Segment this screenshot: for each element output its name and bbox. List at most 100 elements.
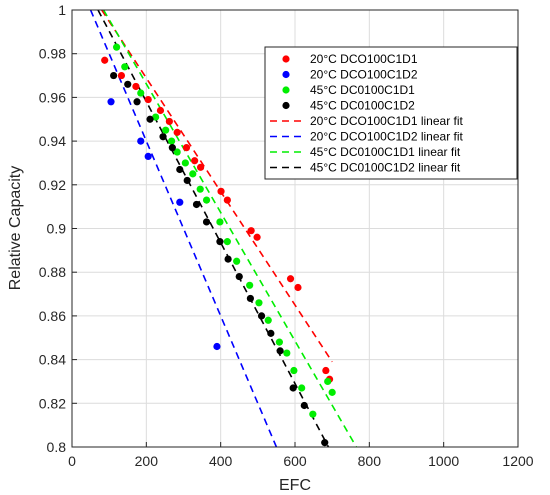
data-point [191, 157, 199, 165]
y-tick-label: 0.96 [39, 89, 66, 105]
legend-box [264, 46, 518, 180]
y-tick-label: 0.8 [47, 439, 67, 455]
data-point [182, 144, 191, 152]
data-point [176, 198, 184, 206]
data-point [322, 366, 330, 375]
legend-label: 45°C DC0100C1D1 linear fit [310, 145, 461, 159]
series-3 [113, 43, 336, 418]
data-point [173, 128, 181, 136]
legend-marker [282, 70, 290, 79]
data-point [192, 200, 201, 209]
data-point [233, 257, 241, 265]
data-point [121, 63, 129, 71]
y-tick-label: 0.84 [39, 352, 66, 368]
series-4 [110, 71, 329, 447]
y-tick-label: 0.88 [39, 264, 66, 280]
legend-label: 20°C DCO100C1D1 linear fit [310, 114, 464, 128]
data-point [176, 165, 184, 174]
data-point [223, 238, 231, 246]
data-point [255, 299, 263, 307]
legend-marker [282, 86, 290, 94]
y-tick-label: 0.92 [39, 177, 66, 193]
y-tick-label: 0.9 [47, 221, 67, 237]
data-point [321, 439, 329, 447]
data-point [152, 113, 160, 121]
legend-label: 20°C DCO100C1D2 linear fit [310, 130, 464, 144]
fit-line-1 [101, 9, 333, 363]
data-point [173, 148, 181, 156]
data-point [113, 43, 121, 51]
y-tick-label: 0.94 [39, 133, 66, 149]
data-point [235, 272, 243, 281]
data-point [146, 115, 154, 123]
legend-label: 20°C DCO100C1D2 [310, 68, 418, 82]
fit-line-3 [102, 9, 358, 448]
data-point [328, 388, 336, 396]
data-point [286, 275, 295, 283]
data-point [189, 170, 197, 178]
legend-marker [282, 55, 290, 63]
data-point [283, 349, 291, 357]
y-tick-label: 0.82 [39, 395, 66, 411]
y-tick-label: 0.98 [39, 46, 66, 62]
data-point [294, 283, 302, 292]
data-point [298, 384, 306, 392]
data-point [202, 196, 211, 204]
data-point [144, 152, 152, 160]
x-axis-label: EFC [279, 477, 311, 494]
data-point [213, 342, 221, 351]
data-point [217, 187, 225, 195]
data-point [196, 163, 205, 171]
data-point [181, 159, 189, 167]
data-point [101, 56, 109, 64]
data-point [246, 281, 254, 289]
x-tick-label: 200 [135, 453, 159, 469]
data-point [324, 377, 332, 386]
data-point [117, 71, 126, 80]
data-point [290, 366, 298, 375]
fit-lines [89, 9, 358, 448]
data-point [257, 312, 266, 320]
data-point [196, 185, 204, 193]
data-point [275, 338, 283, 346]
y-tick-label: 1 [58, 2, 66, 18]
legend-label: 45°C DC0100C1D1 [310, 83, 415, 97]
y-axis-label: Relative Capacity [7, 166, 24, 291]
data-point [300, 401, 308, 410]
x-tick-label: 1000 [428, 453, 459, 469]
x-tick-label: 0 [68, 453, 76, 469]
data-point [216, 218, 224, 226]
data-point [267, 329, 275, 337]
data-point [137, 89, 145, 97]
data-point [289, 384, 297, 392]
data-point [183, 176, 191, 185]
x-tick-label: 400 [209, 453, 233, 469]
data-point [124, 80, 132, 88]
legend-label: 20°C DCO100C1D1 [310, 52, 418, 66]
data-point [246, 294, 254, 303]
data-point [309, 410, 317, 418]
data-point [168, 144, 176, 152]
data-point [253, 233, 261, 241]
series-1 [101, 56, 334, 383]
data-point [110, 71, 118, 80]
y-axis-ticks: 0.8 0.82 0.84 0.86 0.88 0.9 0.92 0.94 0.96 0.98 1 [39, 2, 77, 455]
data-point [137, 137, 145, 145]
data-point [247, 227, 255, 235]
data-point [156, 106, 165, 115]
data-point [159, 133, 167, 141]
data-point [264, 316, 272, 324]
y-tick-label: 0.86 [39, 308, 66, 324]
data-point [133, 98, 141, 106]
data-points [101, 43, 336, 447]
legend-marker [282, 101, 290, 110]
data-point [224, 255, 232, 263]
data-point [216, 238, 224, 246]
data-point [168, 137, 176, 145]
data-point [276, 347, 284, 355]
data-point [223, 196, 231, 204]
data-point [165, 117, 173, 126]
x-tick-label: 800 [358, 453, 382, 469]
